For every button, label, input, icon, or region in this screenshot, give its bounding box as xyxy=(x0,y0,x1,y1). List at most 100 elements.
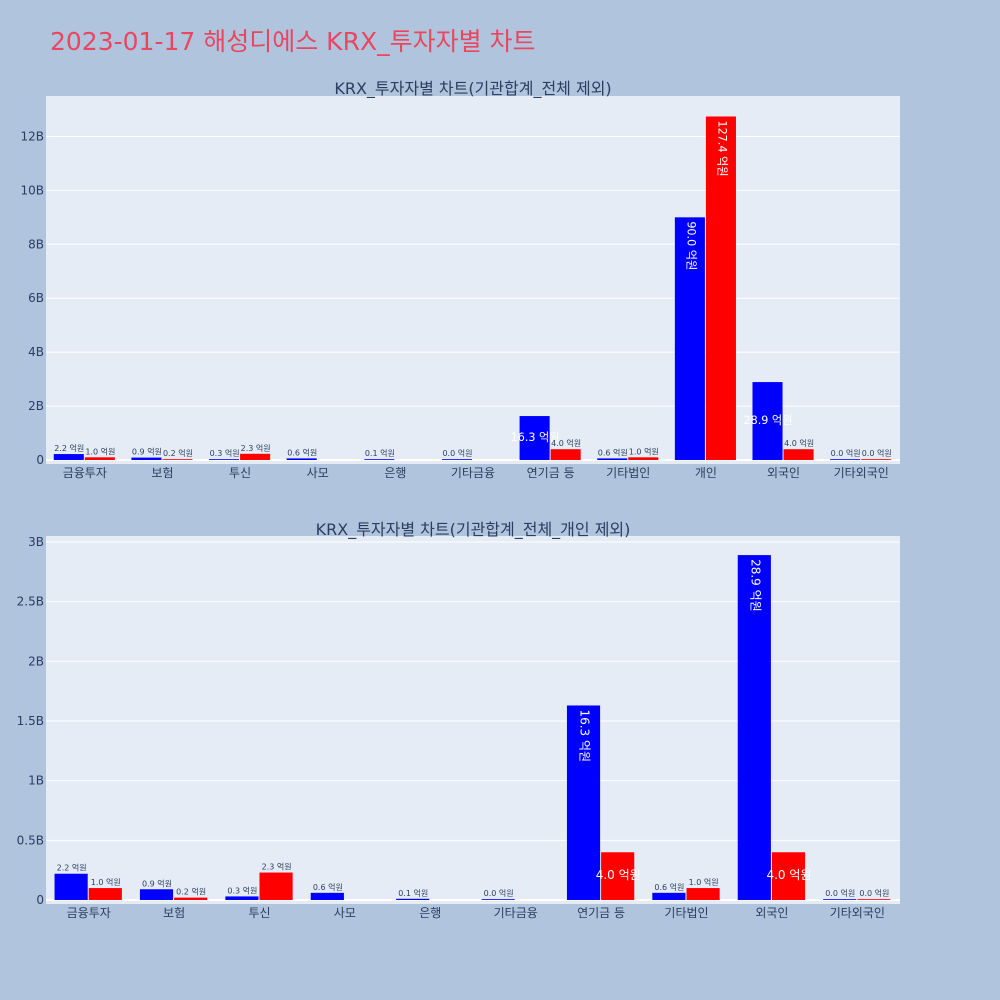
bar xyxy=(628,457,659,460)
bar xyxy=(737,555,771,900)
bar xyxy=(861,459,892,460)
bar xyxy=(54,873,88,900)
bar xyxy=(752,382,783,460)
data-label: 0.0 억원 xyxy=(484,888,514,898)
data-label: 0.9 억원 xyxy=(142,878,172,888)
bar xyxy=(597,458,628,460)
data-label: 0.0 억원 xyxy=(859,888,889,898)
x-tick-label: 기타법인 xyxy=(664,906,708,920)
bar xyxy=(566,705,601,900)
bar xyxy=(364,459,395,460)
data-label: 2.3 억원 xyxy=(262,862,292,872)
chart-1: 0 2B 4B 6B 8B 10B 12B KRX_투자자별 차트(기관합계_전체 제외) 금융… xyxy=(20,79,900,480)
y-tick-label: 8B xyxy=(28,237,44,251)
bar xyxy=(686,888,720,900)
x-tick-label: 기타법인 xyxy=(606,466,650,480)
data-label: 4.0 억원 xyxy=(596,868,641,882)
bar xyxy=(674,217,705,460)
y-tick-label: 0.5B xyxy=(17,833,44,847)
bar xyxy=(310,892,344,900)
bar xyxy=(519,416,550,460)
x-tick-label: 금융투자 xyxy=(67,906,111,920)
y-tick-label: 0 xyxy=(36,893,44,907)
data-label: 4.0 억원 xyxy=(766,868,811,882)
data-label: 0.0 억원 xyxy=(831,448,861,458)
bar xyxy=(225,896,259,900)
y-tick-label: 6B xyxy=(28,291,44,305)
data-label: 0.1 억원 xyxy=(398,888,428,898)
x-tick-label: 투신 xyxy=(248,906,270,920)
data-label: 0.0 억원 xyxy=(442,448,472,458)
bar xyxy=(441,459,472,460)
bar xyxy=(481,899,515,900)
y-tick-label: 10B xyxy=(20,183,44,197)
x-tick-label: 외국인 xyxy=(755,906,788,920)
bar xyxy=(652,892,686,900)
chart-2: 0 0.5B 1B 1.5B 2B 2.5B 3B KRX_투자자별 차트(기관합계_전체_개… xyxy=(17,520,900,920)
data-label: 1.0 억원 xyxy=(91,877,121,887)
x-tick-label: 은행 xyxy=(384,465,406,480)
page-title: 2023-01-17 해성디에스 KRX_투자자별 차트 xyxy=(50,27,536,56)
data-label: 4.0 억원 xyxy=(551,438,581,448)
bar xyxy=(783,449,814,460)
data-label: 4.0 억원 xyxy=(784,438,814,448)
data-label: 0.9 억원 xyxy=(132,447,162,457)
x-tick-label: 연기금 등 xyxy=(577,906,625,920)
y-tick-label: 2.5B xyxy=(17,595,44,609)
y-tick-label: 1B xyxy=(28,774,44,788)
data-label: 0.0 억원 xyxy=(825,888,855,898)
bar xyxy=(139,889,174,900)
bar xyxy=(705,116,736,460)
bar xyxy=(823,899,857,900)
bar xyxy=(286,458,317,460)
data-label: 2.2 억원 xyxy=(57,863,87,873)
y-tick-label: 0 xyxy=(36,453,44,467)
x-tick-label: 연기금 등 xyxy=(527,466,575,480)
bar xyxy=(174,897,208,900)
y-tick-label: 12B xyxy=(20,129,44,143)
data-label: 0.2 억원 xyxy=(176,887,206,897)
data-label: 0.6 억원 xyxy=(598,447,628,457)
data-label: 0.6 억원 xyxy=(313,882,343,892)
x-tick-label: 기타금융 xyxy=(494,906,538,920)
data-label: 127.4 억원 xyxy=(715,120,728,176)
x-tick-label: 기타금융 xyxy=(451,466,495,480)
data-label: 2.3 억원 xyxy=(241,443,271,453)
y-tick-label: 2B xyxy=(28,654,44,668)
x-tick-label: 투신 xyxy=(229,466,251,480)
data-label: 28.9 억원 xyxy=(744,414,793,427)
bar xyxy=(84,457,115,460)
y-tick-label: 2B xyxy=(28,399,44,413)
data-label: 16.3 억원 xyxy=(578,709,592,762)
x-tick-label: 금융투자 xyxy=(63,466,107,480)
bar xyxy=(830,459,861,460)
x-tick-label: 기타외국인 xyxy=(834,466,889,480)
bar xyxy=(771,852,806,900)
data-label: 1.0 억원 xyxy=(85,446,115,456)
data-label: 2.2 억원 xyxy=(54,443,84,453)
chart-title: KRX_투자자별 차트(기관합계_전체 제외) xyxy=(334,79,611,99)
x-tick-label: 보험 xyxy=(151,466,173,480)
x-tick-label: 은행 xyxy=(419,905,441,920)
data-label: 0.3 억원 xyxy=(210,448,240,458)
x-tick-label: 외국인 xyxy=(767,466,800,480)
data-label: 0.3 억원 xyxy=(227,885,257,895)
data-label: 90.0 억원 xyxy=(684,221,697,270)
data-label: 0.1 억원 xyxy=(365,448,395,458)
bar xyxy=(131,457,162,460)
data-label: 1.0 억원 xyxy=(629,446,659,456)
bar xyxy=(88,888,122,900)
data-label: 0.2 억원 xyxy=(163,448,193,458)
data-label: 0.6 억원 xyxy=(287,447,317,457)
data-label: 28.9 억원 xyxy=(748,559,762,612)
plot-area xyxy=(46,536,900,904)
bar xyxy=(259,872,293,900)
x-tick-label: 사모 xyxy=(307,466,329,480)
x-tick-label: 사모 xyxy=(334,906,356,920)
bar xyxy=(162,459,193,460)
x-tick-label: 기타외국인 xyxy=(830,906,885,920)
data-label: 0.0 억원 xyxy=(862,448,892,458)
bar xyxy=(209,459,240,460)
y-tick-label: 1.5B xyxy=(17,714,44,728)
bar xyxy=(240,453,271,460)
